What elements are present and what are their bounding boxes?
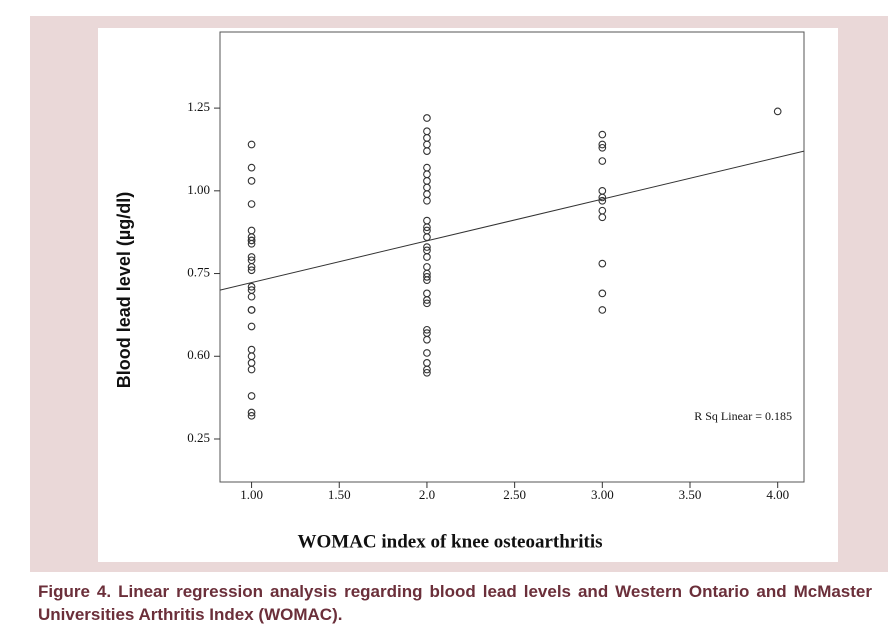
x-tick-label: 2.50 — [503, 487, 526, 502]
x-tick-label: 1.50 — [328, 487, 351, 502]
point — [247, 253, 256, 261]
point — [247, 365, 256, 374]
point — [247, 266, 256, 275]
point — [598, 193, 607, 202]
point — [423, 325, 431, 334]
point — [598, 130, 607, 139]
point — [247, 140, 256, 149]
point — [423, 243, 431, 251]
point — [423, 196, 431, 205]
point — [423, 368, 431, 377]
point — [423, 299, 431, 308]
point — [598, 306, 607, 314]
x-tick-label: 2.0 — [419, 487, 435, 502]
point — [598, 157, 607, 165]
y-tick-label: 0.25 — [187, 430, 210, 445]
point — [247, 236, 256, 245]
point — [247, 263, 256, 271]
point — [247, 408, 256, 417]
point — [598, 259, 607, 268]
regression-line — [219, 150, 805, 291]
chart-panel — [98, 28, 838, 562]
y-tick-label: 1.25 — [187, 99, 210, 114]
y-tick-label: 0.60 — [187, 347, 210, 362]
x-axis-title: WOMAC index of knee osteoarthritis — [297, 531, 602, 552]
point — [423, 335, 431, 344]
point — [247, 306, 256, 314]
y-tick-label: 0.75 — [187, 265, 210, 280]
point — [423, 147, 431, 155]
point — [247, 411, 256, 420]
point — [423, 223, 431, 232]
point — [423, 349, 431, 357]
x-tick-label: 4.00 — [766, 487, 789, 502]
point — [598, 289, 607, 298]
point — [247, 163, 256, 172]
x-tick-label: 3.50 — [679, 487, 702, 502]
point — [423, 273, 431, 281]
point — [423, 276, 431, 285]
point — [423, 114, 431, 122]
point — [247, 392, 256, 400]
y-tick-label: 1.00 — [187, 182, 210, 197]
point — [423, 365, 431, 374]
point — [247, 292, 256, 301]
chart: Blood lead level (µg/dl) WOMAC index of … — [98, 28, 838, 562]
point — [247, 200, 256, 208]
point — [423, 253, 431, 261]
point — [247, 239, 256, 248]
point — [598, 143, 607, 152]
caption: Figure 4. Linear regression analysis reg… — [38, 582, 872, 624]
x-tick-label: 3.00 — [591, 487, 614, 502]
y-axis-title: Blood lead level (µg/dl) — [114, 192, 134, 388]
point — [423, 296, 431, 304]
point — [598, 213, 607, 222]
point — [598, 196, 607, 205]
plot-frame — [219, 31, 805, 483]
point — [423, 233, 431, 241]
point — [598, 140, 607, 149]
point — [247, 322, 256, 331]
x-tick-label: 1.00 — [240, 487, 263, 502]
point — [247, 177, 256, 185]
point — [773, 107, 782, 116]
annotation: R Sq Linear = 0.185 — [694, 409, 792, 423]
point — [247, 282, 256, 291]
